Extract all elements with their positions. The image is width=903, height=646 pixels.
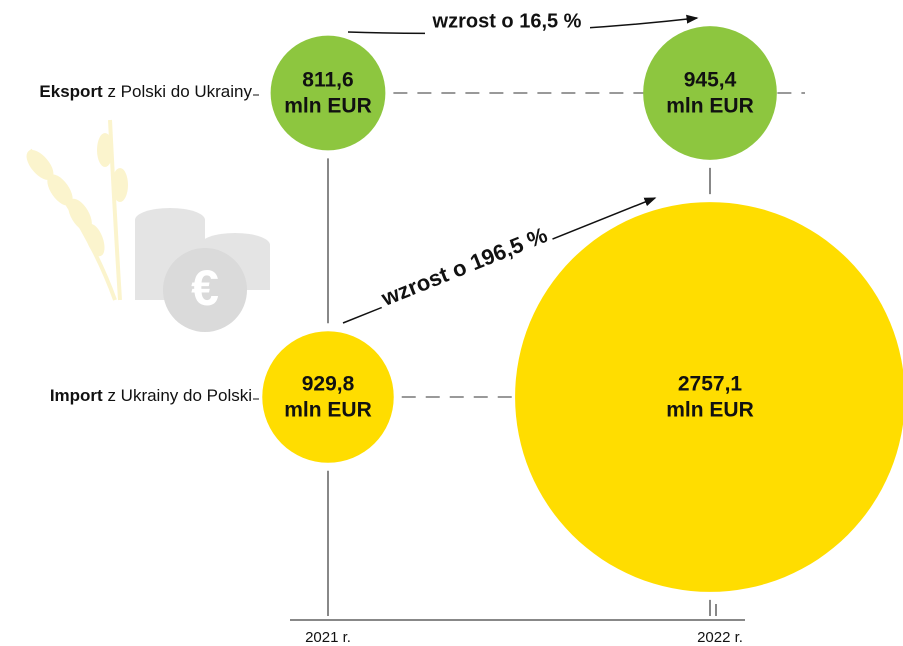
unit-label: mln EUR xyxy=(666,399,754,422)
value-label: 945,4 xyxy=(684,69,737,92)
annotation-group: wzrost o 196,5 % xyxy=(373,218,557,318)
annotation-bg xyxy=(425,8,590,36)
unit-label: mln EUR xyxy=(284,95,372,118)
unit-label: mln EUR xyxy=(666,95,754,118)
value-label: 2757,1 xyxy=(678,373,743,396)
bubble xyxy=(515,202,903,592)
svg-text:€: € xyxy=(191,260,219,316)
value-label: 929,8 xyxy=(302,373,355,396)
annotation-bg xyxy=(373,218,557,318)
bubble xyxy=(643,26,777,160)
legend-entry: Import z Ukrainy do Polski xyxy=(50,386,252,405)
unit-label: mln EUR xyxy=(284,399,372,422)
legend-entry: Eksport z Polski do Ukrainy xyxy=(39,82,252,101)
value-label: 811,6 xyxy=(302,69,353,92)
decoration: € xyxy=(26,119,270,332)
annotation: wzrost o 196,5 % xyxy=(377,222,551,311)
x-tick-label: 2021 r. xyxy=(305,629,351,646)
bubble xyxy=(262,331,394,463)
x-tick-label: 2022 r. xyxy=(697,629,743,646)
annotation: wzrost o 16,5 % xyxy=(432,10,582,32)
bubble xyxy=(270,35,386,151)
